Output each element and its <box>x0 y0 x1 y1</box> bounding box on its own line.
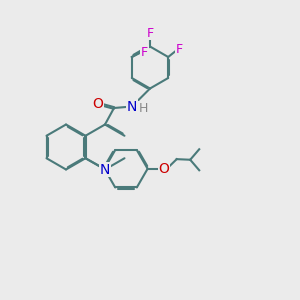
Text: N: N <box>100 163 110 176</box>
Text: F: F <box>141 46 148 59</box>
Text: F: F <box>176 43 183 56</box>
Text: O: O <box>158 162 169 176</box>
Text: H: H <box>139 101 148 115</box>
Text: O: O <box>92 97 103 110</box>
Text: N: N <box>127 100 137 113</box>
Text: F: F <box>146 26 154 40</box>
